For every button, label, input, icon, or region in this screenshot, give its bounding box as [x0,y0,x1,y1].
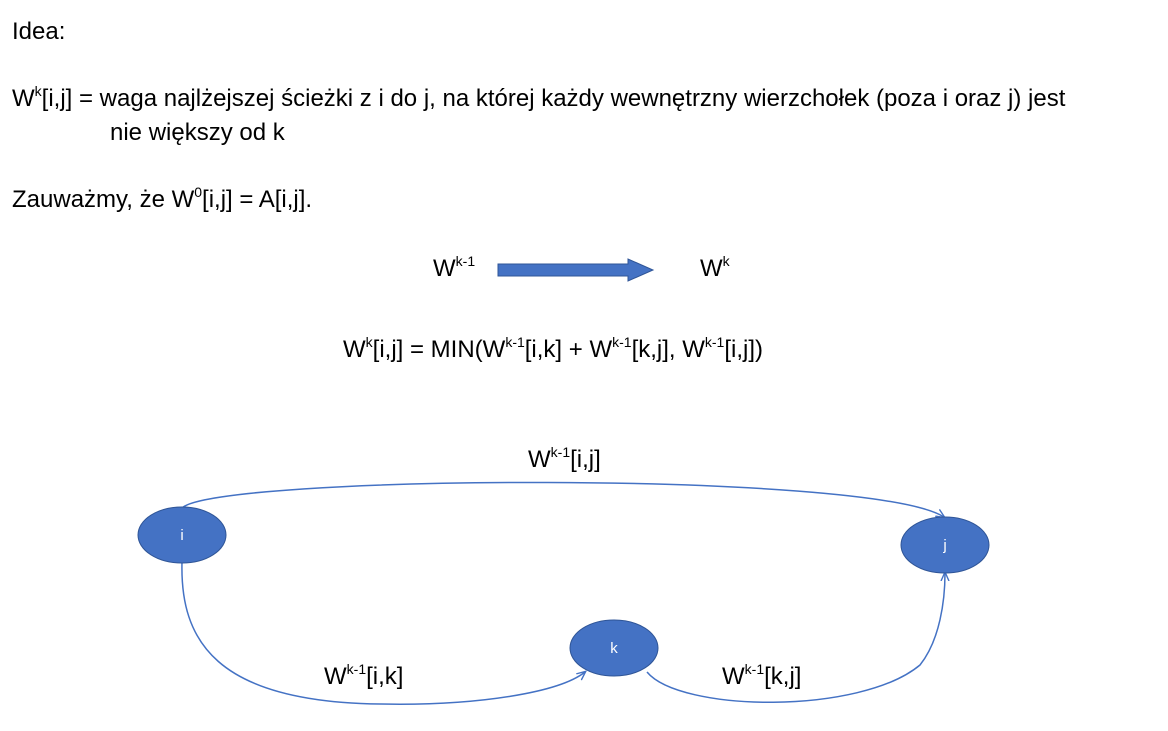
node-i [137,506,227,564]
edge-label-ik: Wk-1[i,k] [324,661,403,690]
node-j [900,516,990,574]
edge-label-kj: Wk-1[k,j] [722,661,801,690]
note-suffix: [i,j] = A[i,j]. [202,186,313,213]
note-superscript: 0 [194,184,203,200]
node-k [569,619,659,677]
base-case-note: Zauważmy, że W0[i,j] = A[i,j]. [12,184,313,214]
transition-arrow [497,258,655,282]
node-i-label: i [180,527,183,544]
definition-line-1: Wk[i,j] = waga najlżejszej ścieżki z i d… [12,83,1066,113]
edge-i-to-k [181,561,585,705]
formula-sup-4: k-1 [704,334,725,350]
transition-to-sup: k [722,253,730,269]
formula-part-3: [i,k] + W [524,336,613,363]
edge-i-to-j [181,481,944,517]
node-j-label: j [942,537,946,554]
note-prefix: Zauważmy, że W [12,186,195,213]
transition-from-sup: k-1 [455,253,476,269]
formula-part-2: [i,j] = MIN(W [372,336,506,363]
edge-label-ij: Wk-1[i,j] [528,444,601,473]
definition-line-2: nie większy od k [110,119,285,146]
transition-to-base: W [700,255,723,282]
formula-part-1: W [343,336,366,363]
definition-text: [i,j] = waga najlżejszej ścieżki z i do … [41,85,1066,112]
formula-sup-3: k-1 [612,334,632,350]
recurrence-formula: Wk[i,j] = MIN(Wk-1[i,k] + Wk-1[k,j], Wk-… [343,334,764,364]
transition-from: Wk-1 [433,253,476,283]
definition-symbol: W [12,85,35,112]
formula-sup-2: k-1 [505,334,525,350]
node-k-label: k [610,640,618,657]
formula-sup-1: k [365,334,373,350]
heading: Idea: [12,18,66,45]
transition-to: Wk [700,253,730,283]
edge-k-to-j [646,573,945,703]
formula-part-5: [i,j]) [724,336,764,363]
definition-superscript: k [34,83,42,99]
formula-part-4: [k,j], W [631,336,705,363]
transition-from-base: W [433,255,456,282]
